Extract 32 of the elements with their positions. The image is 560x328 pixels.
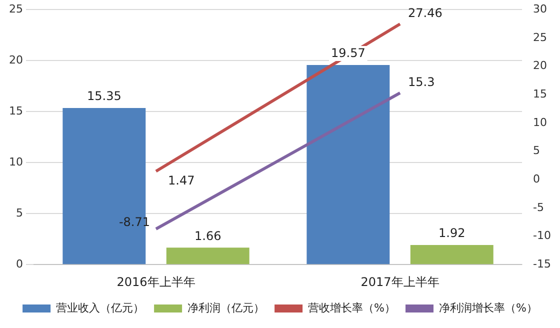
y-tick-label: 5: [16, 206, 23, 220]
data-label: 15.35: [86, 89, 122, 104]
y2-tick-label: -15: [533, 257, 551, 270]
bar: [166, 248, 250, 264]
y2-tick-label: 15: [533, 87, 548, 100]
data-label: 27.46: [408, 6, 442, 20]
y-tick-label: 25: [8, 2, 23, 16]
y-tick-label: 10: [8, 155, 23, 168]
y2-tick-label: 25: [533, 30, 548, 44]
y-tick-label: 20: [8, 53, 23, 66]
y-tick-label: 15: [8, 104, 23, 118]
legend-label: 营业收入（亿元）: [56, 301, 144, 314]
bar: [410, 245, 494, 264]
data-label: 1.66: [194, 228, 222, 243]
y2-tick-label: 0: [533, 172, 540, 186]
y2-tick-label: 5: [533, 144, 540, 158]
y2-tick-label: 10: [533, 116, 548, 129]
legend-label: 净利润增长率（%）: [439, 301, 538, 314]
data-label: 19.57: [330, 46, 366, 60]
data-label: 1.47: [168, 173, 195, 188]
y2-tick-label: 30: [533, 2, 548, 16]
x-tick-label: 2016年上半年: [116, 274, 196, 289]
y2-tick-label: -10: [533, 229, 551, 242]
legend-label: 营收增长率（%）: [308, 301, 396, 314]
data-label: 15.3: [408, 75, 435, 90]
y2-tick-label: 20: [533, 59, 548, 72]
y2-tick-label: -5: [533, 200, 544, 214]
x-tick-label: 2017年上半年: [360, 274, 440, 289]
bar: [306, 64, 390, 264]
data-label: 1.92: [438, 226, 466, 240]
y-tick-label: 0: [16, 257, 23, 270]
legend-label: 净利润（亿元）: [188, 301, 265, 314]
